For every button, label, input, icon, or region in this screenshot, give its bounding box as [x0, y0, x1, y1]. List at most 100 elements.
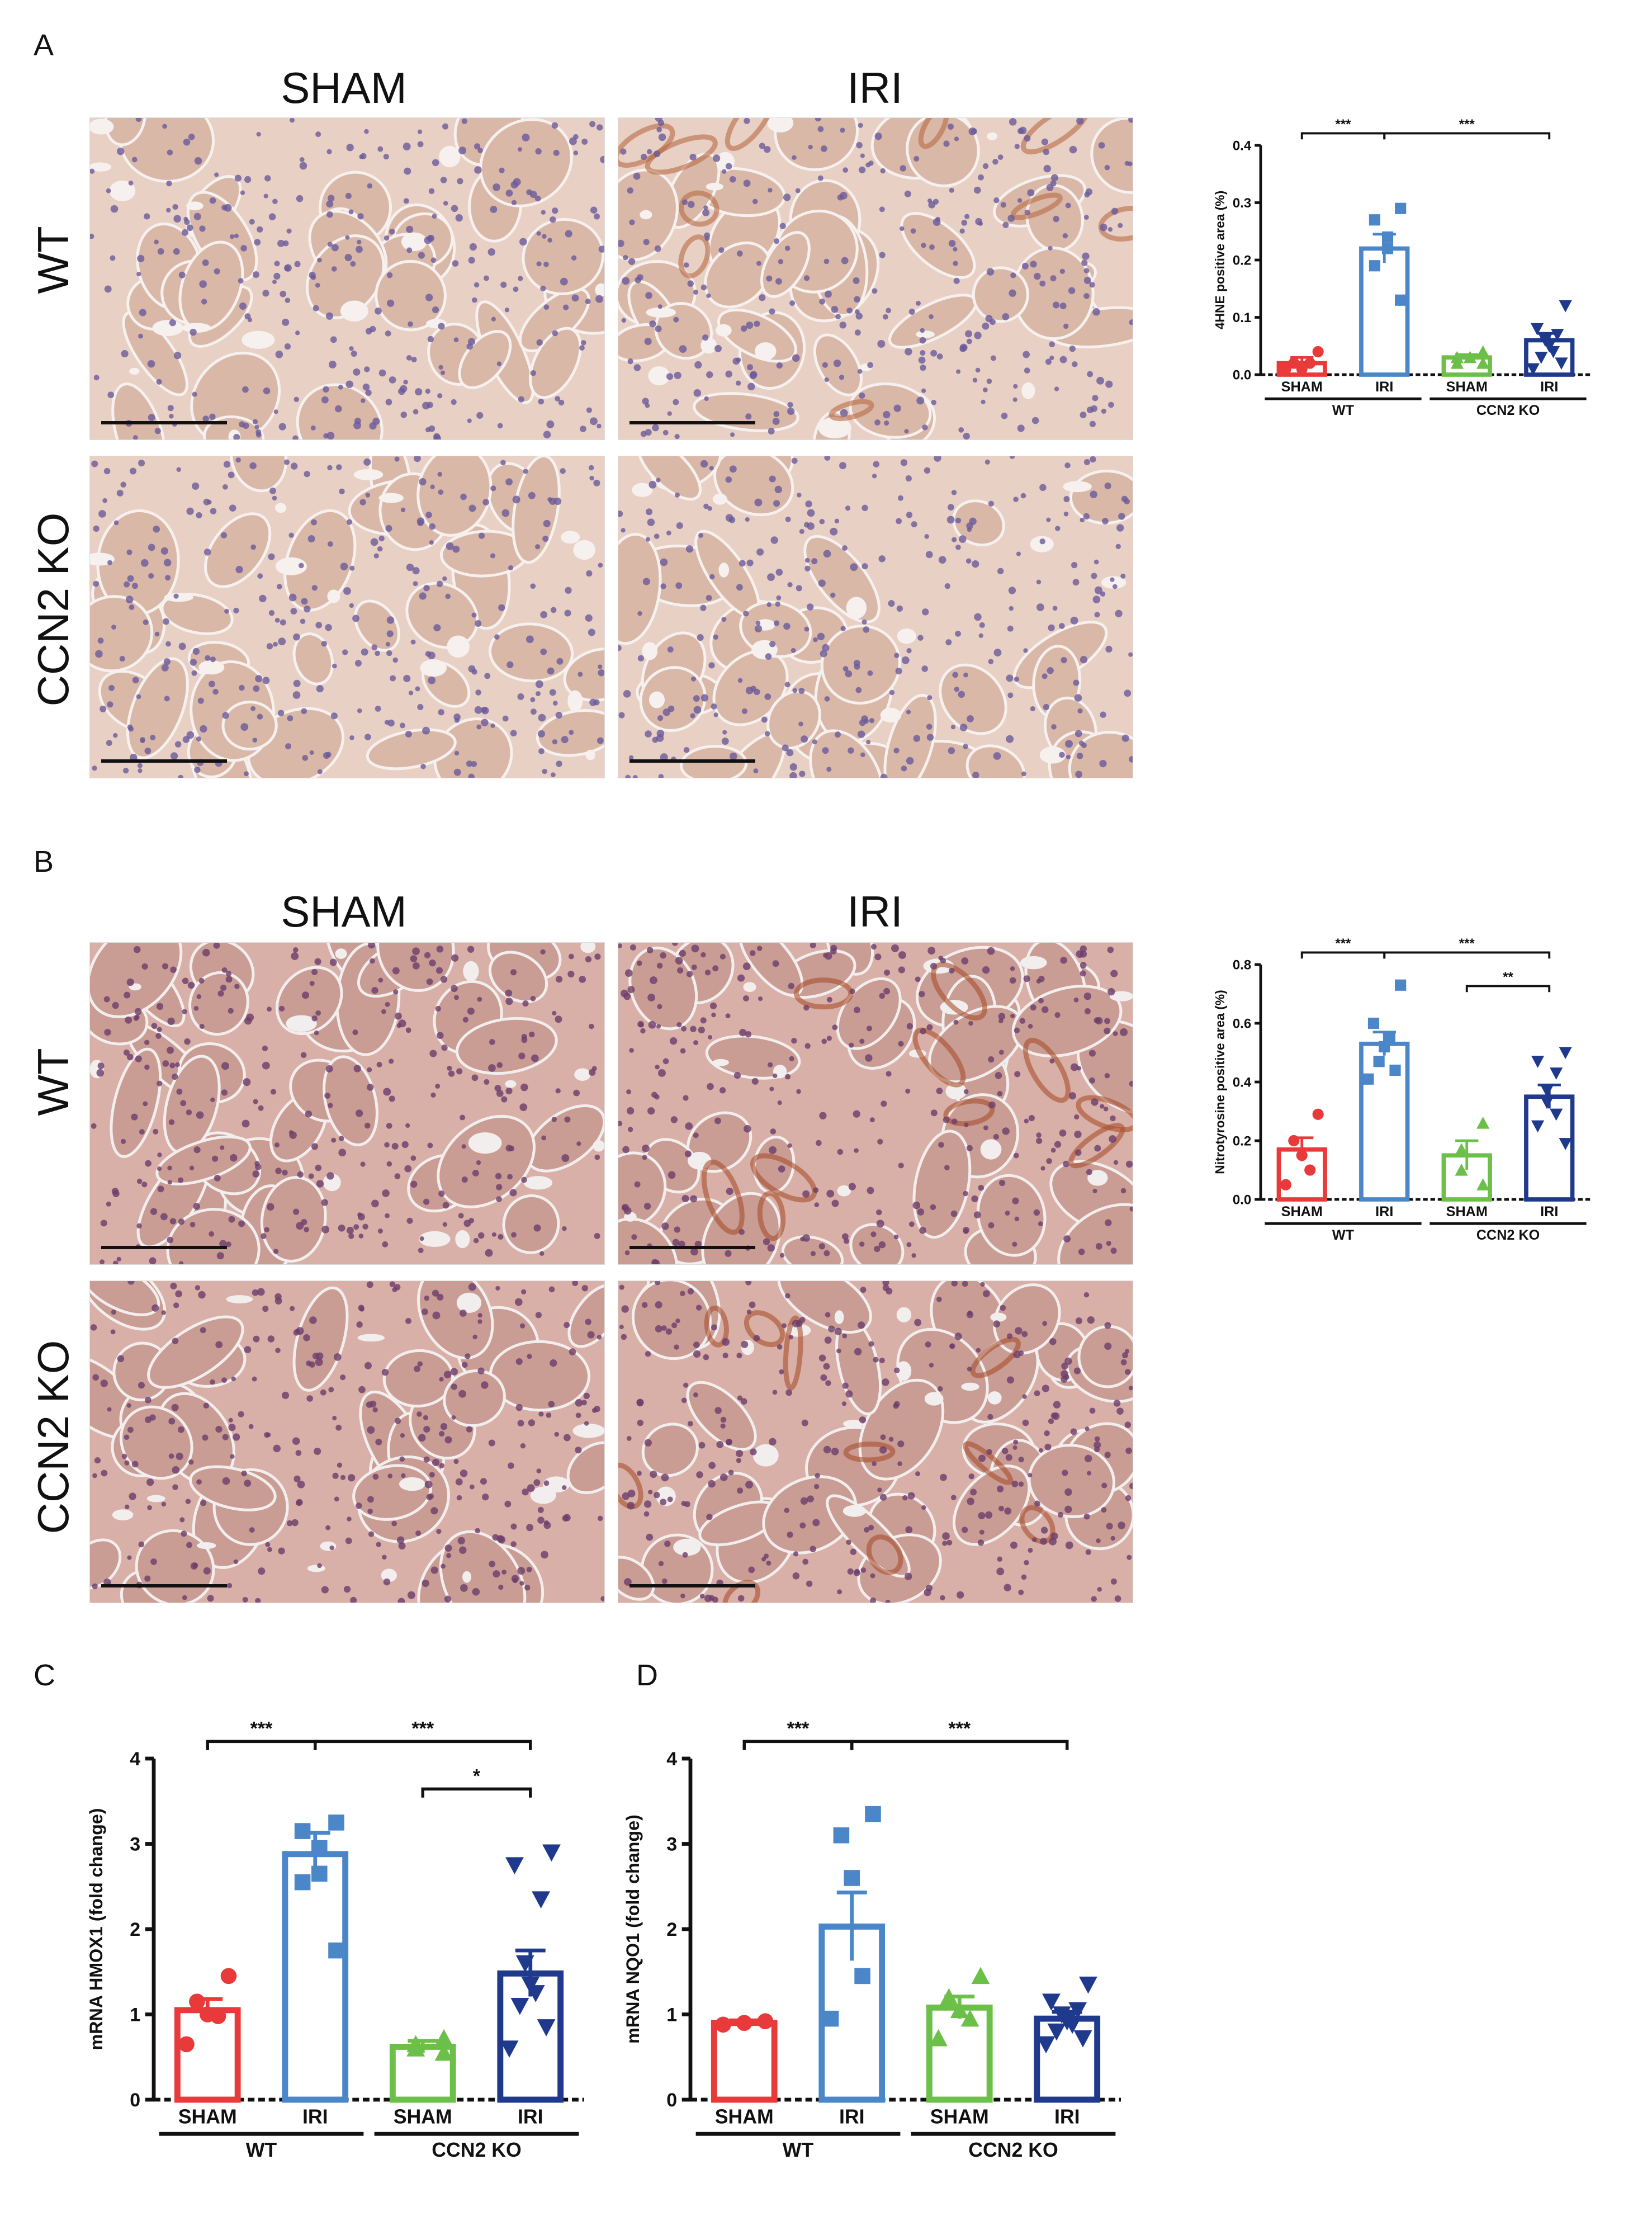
tubule — [305, 234, 385, 319]
nucleus — [1113, 1160, 1119, 1165]
nucleus — [113, 733, 118, 738]
significance-bracket — [1300, 132, 1386, 140]
nucleus — [1059, 1130, 1067, 1137]
nucleus — [112, 1260, 119, 1264]
nucleus — [658, 774, 664, 778]
nucleus — [745, 517, 750, 522]
nucleus — [299, 563, 304, 569]
nucleus — [618, 1121, 623, 1127]
nucleus — [100, 1259, 105, 1264]
nucleus — [1080, 656, 1088, 664]
nucleus — [188, 1459, 194, 1465]
nucleus — [424, 1295, 429, 1301]
nucleus — [964, 1122, 969, 1127]
nucleus — [1069, 346, 1076, 352]
nucleus — [693, 389, 702, 397]
tubule — [122, 311, 188, 396]
nucleus — [178, 1218, 185, 1225]
lumen — [439, 145, 461, 168]
nucleus — [504, 308, 510, 313]
nucleus — [888, 600, 895, 607]
tissue-texture — [618, 456, 1133, 778]
nucleus — [1018, 1457, 1024, 1463]
nucleus — [1014, 1071, 1021, 1078]
nucleus — [164, 575, 171, 581]
nucleus — [365, 493, 371, 498]
nucleus — [750, 686, 756, 692]
nucleus — [513, 178, 521, 186]
nucleus — [405, 1027, 411, 1033]
nucleus — [403, 674, 411, 682]
nucleus — [654, 1492, 660, 1499]
nucleus — [585, 614, 593, 622]
nucleus — [658, 1069, 666, 1077]
nucleus — [339, 488, 345, 495]
nucleus — [91, 1123, 97, 1129]
nucleus — [419, 592, 427, 600]
nucleus — [1073, 997, 1079, 1003]
nucleus — [765, 653, 772, 660]
nucleus — [626, 1436, 632, 1441]
nucleus — [1040, 1537, 1048, 1545]
nucleus — [936, 353, 943, 360]
nucleus — [807, 509, 815, 517]
nucleus — [620, 148, 627, 155]
nucleus — [1066, 754, 1071, 760]
nucleus — [955, 630, 961, 637]
nucleus — [336, 464, 342, 470]
nucleus — [247, 318, 253, 323]
data-point — [1546, 346, 1560, 358]
nucleus — [496, 1062, 503, 1069]
nucleus — [631, 1234, 637, 1240]
nucleus — [872, 474, 877, 479]
nucleus — [621, 1203, 629, 1212]
nucleus — [284, 264, 292, 272]
nucleus — [974, 186, 981, 194]
lumen — [90, 119, 114, 135]
nucleus — [915, 1471, 921, 1477]
nucleus — [288, 593, 297, 602]
nucleus — [540, 285, 546, 292]
nucleus — [597, 1335, 602, 1340]
nucleus — [106, 188, 111, 193]
nucleus — [704, 236, 710, 241]
tubule — [529, 327, 582, 399]
nucleus — [674, 434, 680, 440]
nucleus — [819, 299, 825, 305]
nucleus — [1017, 198, 1023, 203]
nucleus — [623, 689, 631, 698]
nucleus — [186, 507, 194, 515]
nucleus — [430, 1566, 438, 1574]
nucleus — [1110, 1115, 1116, 1122]
nucleus — [884, 420, 889, 426]
nucleus — [864, 1527, 870, 1533]
nucleus — [183, 138, 191, 146]
tubule — [809, 729, 884, 778]
nucleus — [1063, 323, 1069, 329]
nucleus — [920, 350, 926, 356]
nucleus — [499, 167, 505, 173]
nucleus — [406, 563, 414, 571]
nucleus — [859, 392, 865, 399]
nucleus — [269, 487, 276, 494]
nucleus — [511, 200, 517, 206]
nucleus — [157, 1185, 164, 1193]
nucleus — [186, 1109, 192, 1116]
nucleus — [787, 1143, 792, 1148]
lumen — [505, 1080, 517, 1088]
nucleus — [305, 1111, 313, 1118]
nucleus — [282, 240, 289, 247]
nucleus — [822, 747, 829, 754]
nucleus — [758, 996, 763, 1001]
nucleus — [157, 1027, 162, 1032]
lumen — [447, 635, 470, 658]
nucleus — [816, 1140, 822, 1146]
tubule — [774, 118, 859, 172]
lumen — [320, 1541, 337, 1551]
nucleus — [120, 1138, 126, 1145]
nucleus — [747, 382, 755, 391]
nucleus — [594, 213, 600, 220]
nucleus — [691, 964, 697, 970]
nucleus — [520, 1083, 528, 1091]
